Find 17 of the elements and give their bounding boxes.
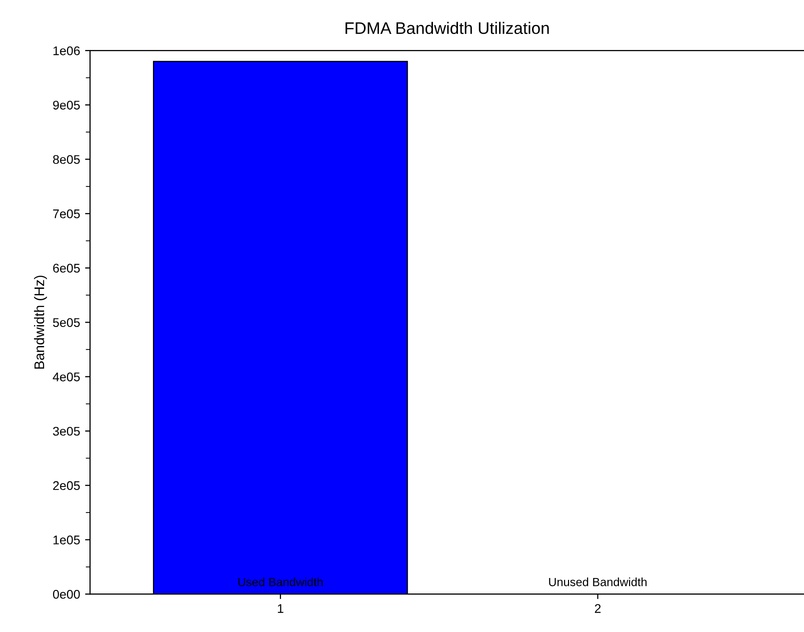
y-tick-label: 2e05 (53, 481, 80, 490)
x-tick-label: 2 (594, 604, 601, 613)
y-tick-label: 3e05 (53, 426, 80, 436)
y-tick-label: 6e05 (53, 264, 80, 273)
y-tick-label: 4e05 (52, 372, 80, 382)
y-tick-label: 9e05 (53, 100, 80, 110)
x-tick-label: 1 (278, 604, 284, 613)
annotation: Unused Bandwidth (549, 578, 647, 586)
y-tick-label: 1e06 (53, 46, 80, 56)
y-axis-title: Bandwidth (Hz) (34, 276, 47, 369)
y-tick-label: 0e00 (53, 590, 80, 599)
y-tick-label: 1e05 (53, 536, 80, 544)
y-tick-label: 5e05 (53, 318, 80, 327)
annotation: Used Bandwidth (238, 578, 323, 586)
y-tick-label: 8e05 (53, 155, 80, 164)
chart-title: FDMA Bandwidth Utilization (346, 22, 549, 34)
y-tick-label: 7e05 (53, 209, 80, 218)
